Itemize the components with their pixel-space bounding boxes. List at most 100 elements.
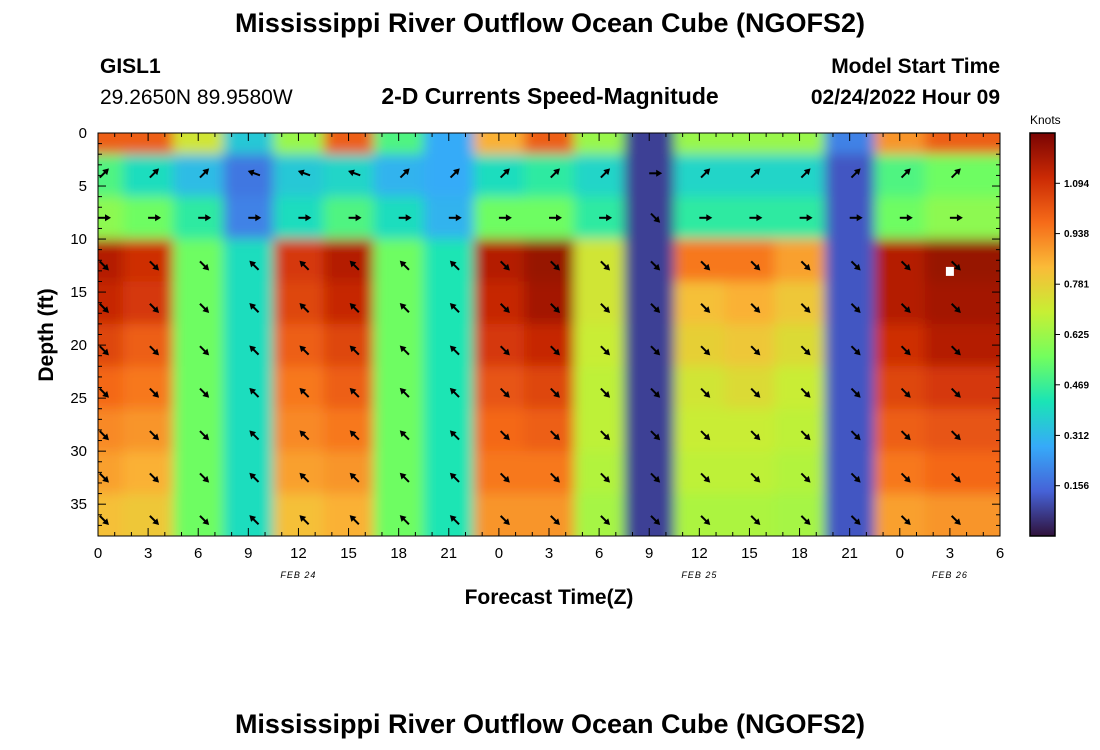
heatmap-cell: [874, 239, 926, 283]
current-arrow: [449, 303, 460, 313]
current-arrow: [99, 515, 109, 526]
current-arrow: [199, 430, 210, 441]
heatmap-cell: [824, 451, 876, 495]
heatmap-cell: [123, 408, 174, 452]
heatmap-cell: [523, 323, 575, 367]
heatmap-cell: [924, 154, 1000, 198]
current-arrow: [449, 472, 460, 483]
current-arrow: [349, 260, 360, 271]
current-arrow: [297, 169, 311, 177]
current-arrow: [149, 345, 160, 356]
current-arrow: [599, 214, 613, 222]
heatmap-cell: [624, 408, 675, 452]
colorbar: 0.156 0.312 0.469 0.625 0.781 0.938 1.094: [1029, 132, 1089, 537]
heatmap-cell: [223, 239, 274, 283]
current-arrow: [149, 260, 160, 271]
current-arrow: [950, 472, 961, 483]
heatmap-cell: [273, 366, 325, 410]
current-arrow: [850, 430, 861, 441]
y-axis: 0 5 10 15 20 25 30 35: [70, 125, 1000, 537]
current-arrow: [249, 345, 260, 356]
heatmap-cell: [924, 196, 1000, 240]
heatmap-cell: [323, 239, 375, 283]
heatmap-cell: [98, 493, 124, 536]
current-arrow: [850, 168, 861, 179]
current-arrow: [850, 345, 861, 356]
current-arrow: [99, 472, 109, 483]
current-arrow: [349, 303, 360, 313]
heatmap-cell: [473, 366, 525, 410]
current-arrow: [700, 472, 711, 483]
current-arrow: [950, 303, 961, 313]
heatmap-cell: [223, 154, 274, 198]
x-tick-label: 3: [545, 545, 553, 562]
current-arrow: [650, 515, 661, 526]
heatmap-cell: [98, 281, 124, 325]
current-arrow: [499, 472, 510, 483]
heatmap-cell: [473, 451, 525, 495]
current-arrow: [148, 214, 162, 222]
heatmap-cell: [824, 323, 876, 367]
heatmap-cell: [523, 366, 575, 410]
current-arrow: [348, 169, 361, 177]
current-arrow: [298, 214, 312, 222]
x-tick-label: 15: [741, 545, 758, 562]
current-arrow: [399, 345, 410, 356]
current-arrow: [550, 260, 560, 271]
current-arrow: [99, 345, 109, 356]
current-arrow: [950, 260, 961, 271]
current-arrow: [700, 430, 711, 441]
current-arrow: [700, 515, 711, 526]
heatmap-cell: [824, 154, 876, 198]
heatmap-cell: [724, 408, 776, 452]
current-arrow: [199, 387, 210, 398]
x-tick-label: 3: [946, 545, 954, 562]
current-arrow: [499, 387, 510, 398]
heatmap-cell: [924, 451, 1000, 495]
heatmap-cell: [774, 366, 826, 410]
current-arrow: [950, 515, 961, 526]
current-arrow: [650, 345, 661, 356]
model-start-label: Model Start Time: [831, 55, 1000, 78]
current-arrow: [249, 515, 260, 526]
x-tick-label: 0: [896, 545, 904, 562]
current-arrow: [650, 430, 661, 441]
heatmap-cell: [924, 366, 1000, 410]
current-arrow: [800, 515, 811, 526]
current-arrow: [299, 260, 310, 271]
current-arrow: [650, 387, 661, 398]
current-arrow: [750, 168, 761, 179]
current-arrow: [449, 430, 460, 441]
current-arrow: [600, 303, 611, 313]
heatmap-cell: [774, 239, 826, 283]
current-arrow: [499, 260, 510, 271]
heatmap-cell: [173, 154, 224, 198]
heatmap-cell: [724, 281, 776, 325]
current-arrow: [249, 387, 260, 398]
current-arrow: [550, 515, 560, 526]
current-arrow: [650, 260, 661, 271]
current-arrow: [199, 345, 210, 356]
heatmap-cell: [98, 451, 124, 495]
heatmap-cell: [273, 323, 325, 367]
heatmap-cell: [824, 281, 876, 325]
x-axis: 0 3 6 9 12 15 18 21 0 3 6 9 12 15 18 21 0 3 6 FEB 24 FEB 25 F…: [94, 133, 1004, 580]
current-arrow: [349, 345, 360, 356]
heatmap-cell: [824, 239, 876, 283]
x-tick-label: 6: [194, 545, 202, 562]
heatmap-cell: [123, 366, 174, 410]
heatmap-cell: [373, 366, 425, 410]
current-arrow: [449, 168, 460, 179]
x-tick-label: 9: [645, 545, 653, 562]
heatmap-cell: [373, 408, 425, 452]
current-arrow: [349, 515, 360, 526]
x-tick-label: 21: [440, 545, 457, 562]
heatmap-cell: [674, 133, 725, 155]
current-arrow: [600, 387, 611, 398]
colorbar-tick-label: 0.469: [1064, 380, 1089, 391]
heatmap-cell: [674, 408, 725, 452]
x-tick-label: 21: [841, 545, 858, 562]
current-arrow: [550, 387, 560, 398]
current-arrow: [449, 515, 460, 526]
y-tick-label: 15: [70, 284, 87, 301]
